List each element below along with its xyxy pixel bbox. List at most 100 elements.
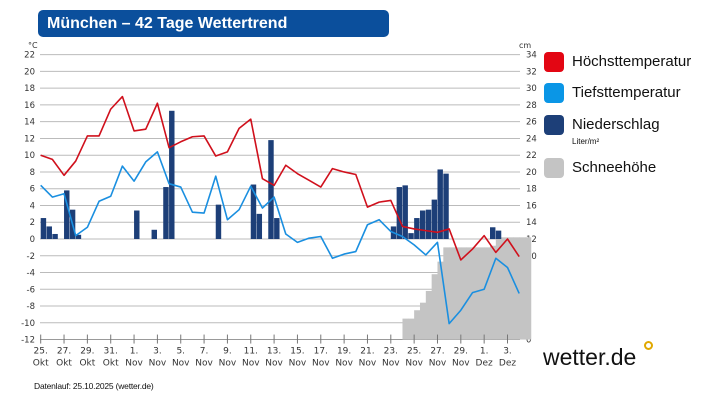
left-axis-tick-label: -8	[27, 302, 35, 312]
left-axis-tick-label: 6	[30, 185, 35, 195]
left-axis-tick-label: 22	[24, 51, 35, 61]
x-tick-label-month: Dez	[499, 359, 516, 369]
x-tick-label-month: Nov	[452, 359, 470, 369]
left-axis-tick-label: 8	[30, 168, 35, 178]
x-tick-label-month: Okt	[103, 359, 119, 369]
precip-bar	[134, 210, 140, 239]
x-tick-label-day: 9.	[223, 347, 232, 357]
precip-bar	[443, 173, 449, 239]
chart-title: München – 42 Tage Wettertrend	[38, 10, 389, 37]
snow-bar	[501, 237, 508, 340]
snow-bar	[449, 247, 456, 340]
x-tick-label-month: Nov	[242, 359, 260, 369]
snow-bar	[460, 247, 468, 340]
x-tick-label-month: Nov	[359, 359, 377, 369]
right-axis-tick-label: 10	[526, 252, 537, 262]
right-axis-tick-label: 24	[526, 134, 537, 144]
x-tick-label-month: Nov	[219, 359, 237, 369]
x-tick-label-day: 3.	[153, 347, 162, 357]
x-tick-label-month: Nov	[382, 359, 400, 369]
x-tick-label-day: 1.	[480, 347, 489, 357]
precip-bar	[274, 218, 280, 239]
right-axis-tick-label: 34	[526, 51, 537, 61]
x-tick-label-day: 21.	[360, 347, 374, 357]
x-tick-label-day: 27.	[430, 347, 444, 357]
x-tick-label-day: 15.	[290, 347, 304, 357]
x-tick-label-month: Nov	[405, 359, 423, 369]
right-axis-tick-label: 14	[526, 218, 537, 228]
snow-bar	[478, 247, 485, 340]
x-tick-label-day: 25.	[407, 347, 421, 357]
snow-bar	[431, 274, 438, 340]
precip-bar	[169, 110, 175, 239]
right-axis-tick-label: 32	[526, 67, 537, 77]
precip-bar	[256, 213, 263, 239]
x-tick-label-month: Nov	[429, 359, 447, 369]
x-tick-label-day: 29.	[454, 347, 468, 357]
legend-unit-precip: Liter/m²	[572, 137, 600, 146]
right-axis-tick-label: 0	[526, 336, 531, 346]
left-axis-tick-label: 18	[24, 84, 35, 94]
left-axis-tick-label: -12	[21, 336, 35, 346]
x-tick-label-month: Nov	[125, 359, 143, 369]
legend-swatch-snow	[544, 158, 564, 178]
low-temp-line	[40, 151, 520, 325]
right-axis-tick-label: 22	[526, 151, 537, 161]
precip-bar	[268, 140, 274, 239]
data-run-note: Datenlauf: 25.10.2025 (wetter.de)	[34, 381, 154, 391]
right-axis-unit: cm	[519, 41, 531, 50]
x-tick-label-month: Nov	[149, 359, 167, 369]
legend-label-snow: Schneehöhe	[572, 159, 657, 176]
x-tick-label-day: 7.	[200, 347, 209, 357]
legend-label-low: Tiefsttemperatur	[572, 84, 681, 101]
precip-bar	[163, 187, 169, 239]
x-tick-label-month: Okt	[56, 359, 72, 369]
precip-bar	[215, 204, 222, 239]
left-axis-unit: °C	[28, 41, 38, 50]
left-axis-tick-label: 2	[30, 218, 35, 228]
x-tick-label-day: 25.	[34, 347, 48, 357]
right-axis-tick-label: 16	[526, 201, 537, 211]
precip-bar	[437, 169, 443, 239]
x-tick-label-month: Nov	[335, 359, 353, 369]
x-tick-label-day: 3.	[503, 347, 512, 357]
left-axis-tick-label: 16	[24, 101, 35, 111]
snow-bar	[507, 237, 514, 340]
left-axis-tick-label: -10	[21, 319, 35, 329]
snow-bar	[402, 318, 409, 340]
precip-bar	[414, 218, 420, 239]
wetter-de-logo[interactable]: wetter.de	[543, 344, 637, 370]
x-tick-label-day: 23.	[384, 347, 398, 357]
x-tick-label-month: Okt	[33, 359, 49, 369]
snow-bar	[495, 237, 503, 340]
precip-bar	[250, 184, 257, 239]
precip-bar	[52, 233, 58, 239]
x-tick-label-day: 5.	[176, 347, 185, 357]
right-axis-tick-label: 30	[526, 84, 537, 94]
left-axis-tick-label: 4	[30, 201, 35, 211]
x-tick-label-day: 29.	[80, 347, 94, 357]
precip-bar	[495, 230, 502, 239]
legend-swatch-low	[544, 83, 564, 103]
snow-bar	[437, 261, 444, 340]
snow-bar	[525, 237, 532, 340]
snow-bar	[472, 247, 479, 340]
precip-bar	[425, 209, 432, 239]
x-tick-label-day: 31.	[104, 347, 118, 357]
snow-bar	[466, 247, 473, 340]
snow-bar	[489, 245, 497, 340]
left-axis-tick-label: 14	[24, 118, 35, 128]
right-axis-tick-label: 26	[526, 118, 537, 128]
x-tick-label-day: 19.	[337, 347, 351, 357]
precip-bar	[402, 185, 408, 239]
precip-bar	[151, 229, 157, 239]
right-axis-tick-label: 20	[526, 168, 537, 178]
legend-swatch-precip	[544, 115, 564, 135]
snow-bar	[454, 247, 462, 340]
high-temp-line	[40, 95, 520, 261]
x-tick-label-day: 17.	[314, 347, 328, 357]
x-tick-label-month: Nov	[265, 359, 283, 369]
x-tick-label-month: Nov	[172, 359, 190, 369]
x-tick-label-day: 13.	[267, 347, 281, 357]
